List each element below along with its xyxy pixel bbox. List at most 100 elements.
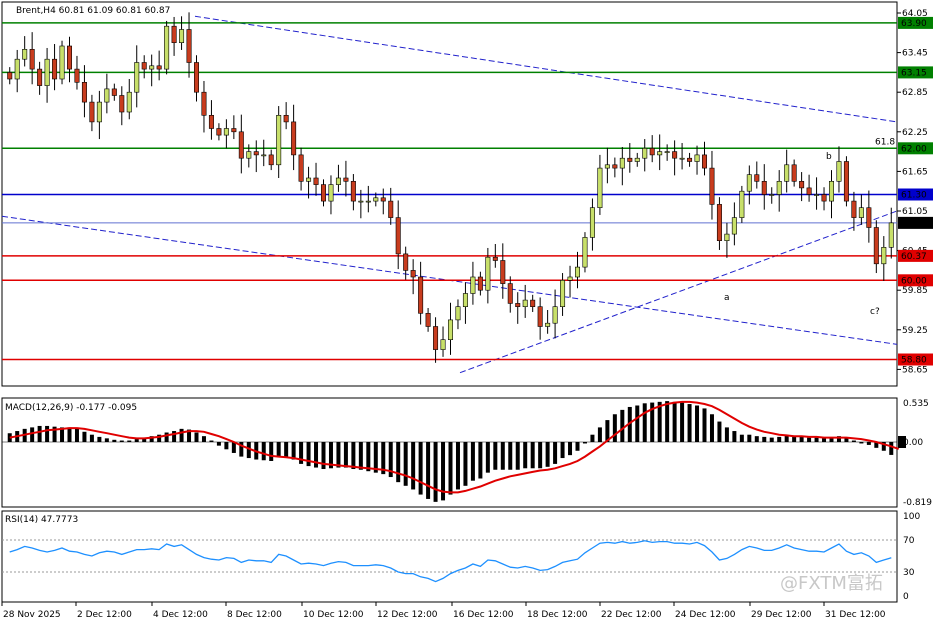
macd-bar <box>134 439 139 442</box>
candle-body <box>627 157 633 162</box>
macd-bar <box>485 442 490 473</box>
wave-label: c? <box>870 307 880 317</box>
macd-bar <box>829 438 834 442</box>
candle-body <box>74 68 80 83</box>
candle-body <box>724 233 730 242</box>
candle-body <box>485 256 491 291</box>
macd-bar <box>889 442 894 455</box>
candle-body <box>373 197 379 202</box>
level-tag <box>898 249 933 262</box>
macd-bar <box>665 401 670 442</box>
candle-body <box>261 154 267 157</box>
macd-bar <box>597 427 602 442</box>
candle-body <box>687 157 693 162</box>
candle-body <box>433 326 439 350</box>
candle-body <box>806 187 812 195</box>
candle-body <box>455 306 461 321</box>
macd-bar <box>231 442 236 453</box>
candle-body <box>208 115 214 129</box>
candle-body <box>612 164 618 169</box>
price-axis-label: 64.05 <box>902 9 928 19</box>
candle-body <box>657 151 663 156</box>
candle-body <box>395 217 401 255</box>
candle-body <box>866 207 872 228</box>
candle-body <box>537 306 543 327</box>
macd-bar <box>157 434 162 442</box>
level-tag-label: 62.00 <box>901 144 927 154</box>
candle-body <box>149 65 155 70</box>
time-axis: 28 Nov 2025 2 Dec 12:00 4 Dec 12:00 8 Dec 1… <box>1 602 886 620</box>
macd-bar <box>657 401 662 442</box>
time-axis-label: 24 Dec 12:00 <box>675 610 736 620</box>
level-tag <box>898 142 933 155</box>
candle-body <box>29 48 35 70</box>
candle-body <box>769 194 775 196</box>
candle-body <box>477 276 483 291</box>
time-axis-label: 28 Nov 2025 <box>3 610 61 620</box>
candle-body <box>619 157 625 169</box>
price-axis-label: 62.85 <box>902 88 928 98</box>
candle-body <box>836 161 842 182</box>
candle-body <box>858 207 864 218</box>
macd-axis-label: 0.535 <box>903 399 929 409</box>
candle-body <box>515 303 521 307</box>
candle-body <box>776 181 782 195</box>
candle-body <box>328 184 334 202</box>
macd-bar <box>582 442 587 444</box>
candle-body <box>888 222 894 248</box>
candle-body <box>672 151 678 159</box>
macd-bar <box>366 442 371 472</box>
macd-bar <box>74 428 79 442</box>
macd-bar <box>635 405 640 442</box>
macd-bar <box>874 442 879 448</box>
candle-body <box>881 247 887 265</box>
macd-bar <box>568 442 573 456</box>
candle-body <box>52 58 58 80</box>
candle-body <box>574 266 580 278</box>
last-price-label: 60.87 <box>901 219 927 229</box>
macd-bar <box>866 442 871 445</box>
macd-bar <box>60 427 65 442</box>
macd-axis-label: 0.00 <box>903 438 923 448</box>
macd-bar <box>104 438 109 442</box>
candle-body <box>44 58 50 86</box>
candle-body <box>552 306 558 324</box>
macd-bar <box>67 427 72 442</box>
time-axis-label: 22 Dec 12:00 <box>601 610 662 620</box>
time-axis-label: 4 Dec 12:00 <box>153 610 208 620</box>
time-axis-label: 2 Dec 12:00 <box>77 610 132 620</box>
macd-bar <box>777 436 782 442</box>
candle-body <box>22 48 28 60</box>
macd-bar <box>627 406 632 442</box>
chart-header: Brent,H4 60.81 61.09 60.81 60.87 <box>16 6 170 16</box>
candle-body <box>335 177 341 185</box>
macd-bar <box>411 442 416 490</box>
macd-bar <box>612 414 617 442</box>
macd-bar <box>553 442 558 464</box>
price-axis-label: 59.25 <box>902 326 928 336</box>
macd-bar <box>396 442 401 483</box>
level-tag-label: 61.30 <box>901 191 927 201</box>
candle-body <box>843 161 849 202</box>
candle-body <box>403 253 409 271</box>
level-tag-label: 60.00 <box>901 276 927 286</box>
candle-body <box>664 151 670 153</box>
macd-bar <box>724 427 729 442</box>
macd-bar <box>754 436 759 442</box>
macd-bar <box>381 442 386 475</box>
macd-bar <box>814 437 819 442</box>
watermark: @FXTM富拓 <box>780 573 883 594</box>
candle-body <box>604 164 610 169</box>
rsi-pane: 100 70 30 0 <box>1 510 920 603</box>
rsi-title: RSI(14) 47.7773 <box>5 515 78 525</box>
macd-bar <box>149 436 154 442</box>
candle-body <box>447 319 453 340</box>
macd-bar <box>209 440 214 442</box>
macd-bar <box>246 442 251 459</box>
candle-body <box>291 121 297 156</box>
candle-body <box>96 101 102 123</box>
candle-body <box>522 299 528 308</box>
candle-body <box>156 65 162 70</box>
candle-body <box>104 88 110 103</box>
